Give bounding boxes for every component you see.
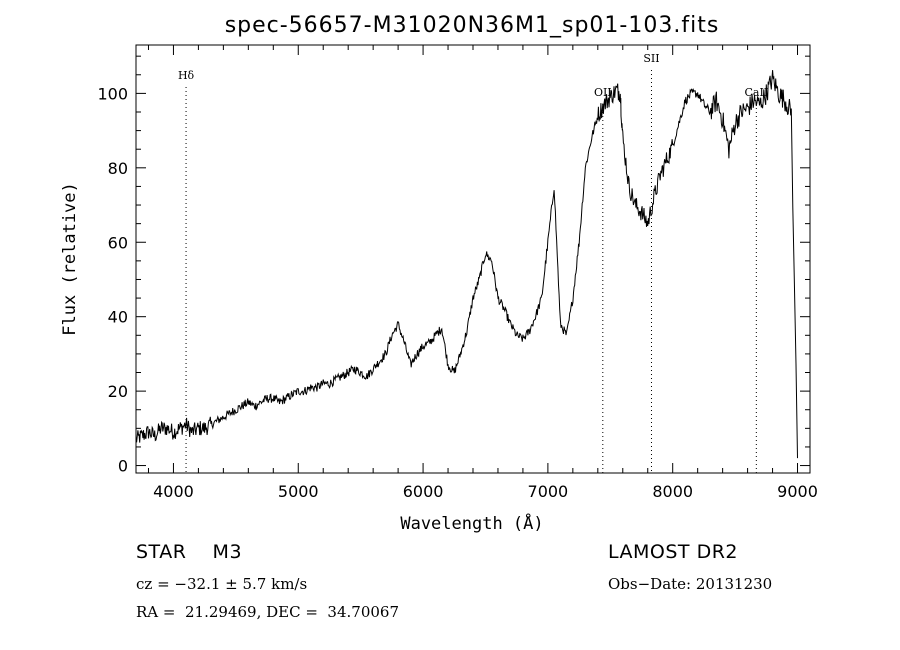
x-tick-label: 5000	[278, 482, 319, 501]
axis-ticks	[136, 45, 810, 473]
object-class: STAR M3	[136, 541, 243, 563]
spectrum-chart: spec-56657-M31020N36M1_sp01-103.fits 400…	[60, 13, 818, 534]
spectral-line-label: Hδ	[178, 69, 195, 82]
x-tick-label: 4000	[153, 482, 194, 501]
y-tick-label: 0	[118, 457, 128, 476]
y-tick-label: 40	[108, 308, 128, 327]
y-tick-labels: 0 20 40 60 80 100	[97, 84, 128, 475]
x-tick-label: 7000	[528, 482, 569, 501]
spectral-line-label: OII	[594, 86, 612, 99]
coordinates-readout: RA = 21.29469, DEC = 34.70067	[136, 603, 400, 621]
survey-name: LAMOST DR2	[608, 541, 738, 563]
x-tick-label: 6000	[403, 482, 444, 501]
spectrum-line	[135, 70, 798, 459]
spectral-line-markers: Hδ OII SII CaII	[178, 52, 768, 473]
y-axis-label: Flux (relative)	[60, 182, 80, 336]
obs-date: Obs−Date: 20131230	[608, 575, 773, 593]
y-tick-label: 20	[108, 382, 128, 401]
x-axis-label: Wavelength (Å)	[400, 512, 543, 534]
x-tick-label: 8000	[652, 482, 693, 501]
redshift-readout: cz = −32.1 ± 5.7 km/s	[136, 575, 308, 593]
spectral-line-label: SII	[643, 52, 659, 65]
spectral-line-label: CaII	[744, 86, 768, 99]
x-tick-label: 9000	[777, 482, 818, 501]
x-tick-labels: 4000 5000 6000 7000 8000 9000	[153, 482, 818, 501]
y-tick-label: 80	[108, 159, 128, 178]
chart-title: spec-56657-M31020N36M1_sp01-103.fits	[225, 13, 720, 38]
y-tick-label: 100	[97, 84, 128, 103]
y-tick-label: 60	[108, 233, 128, 252]
